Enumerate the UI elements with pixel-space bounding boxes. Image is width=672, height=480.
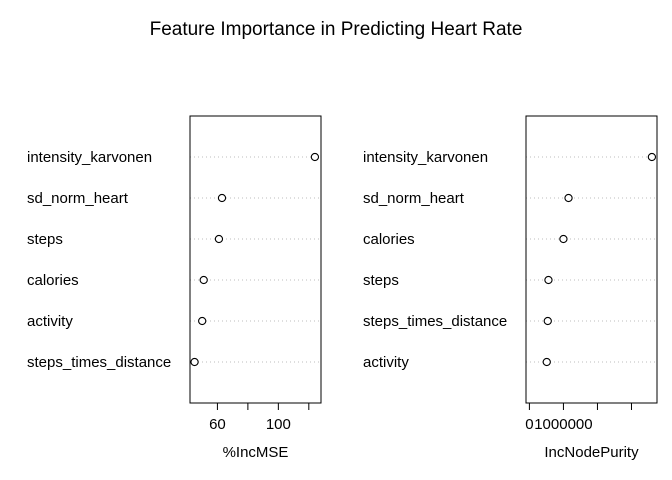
row-label: activity: [363, 354, 409, 371]
x-tick-label: 0: [525, 416, 533, 433]
data-point: [564, 193, 573, 203]
x-axis-label: IncNodePurity: [544, 444, 639, 461]
row-label: calories: [27, 272, 79, 289]
data-point: [217, 193, 227, 203]
data-point: [310, 152, 320, 162]
x-tick-label: 1000000: [534, 416, 592, 433]
row-label: activity: [27, 313, 73, 330]
data-point: [199, 275, 208, 285]
data-point: [214, 234, 224, 244]
row-label: intensity_karvonen: [363, 149, 488, 166]
row-label: sd_norm_heart: [27, 190, 129, 207]
chart-title: Feature Importance in Predicting Heart R…: [150, 19, 523, 40]
data-point: [543, 316, 552, 326]
row-label: intensity_karvonen: [27, 149, 152, 166]
data-point: [559, 234, 568, 244]
row-label: steps_times_distance: [363, 313, 507, 330]
row-label: steps: [363, 272, 399, 289]
plot-frame: [189, 115, 322, 404]
row-label: calories: [363, 231, 415, 248]
row-label: steps_times_distance: [27, 354, 171, 371]
data-point: [542, 357, 551, 367]
data-point: [198, 316, 207, 326]
data-point: [544, 275, 553, 285]
x-tick-label: 100: [266, 416, 291, 433]
x-axis-label: %IncMSE: [223, 444, 289, 461]
row-label: sd_norm_heart: [363, 190, 465, 207]
data-point: [190, 357, 199, 367]
x-tick-label: 60: [209, 416, 226, 433]
row-label: steps: [27, 231, 63, 248]
data-point: [647, 152, 657, 162]
panel-2: intensity_karvonen sd_norm_heart calories s…: [363, 115, 658, 461]
